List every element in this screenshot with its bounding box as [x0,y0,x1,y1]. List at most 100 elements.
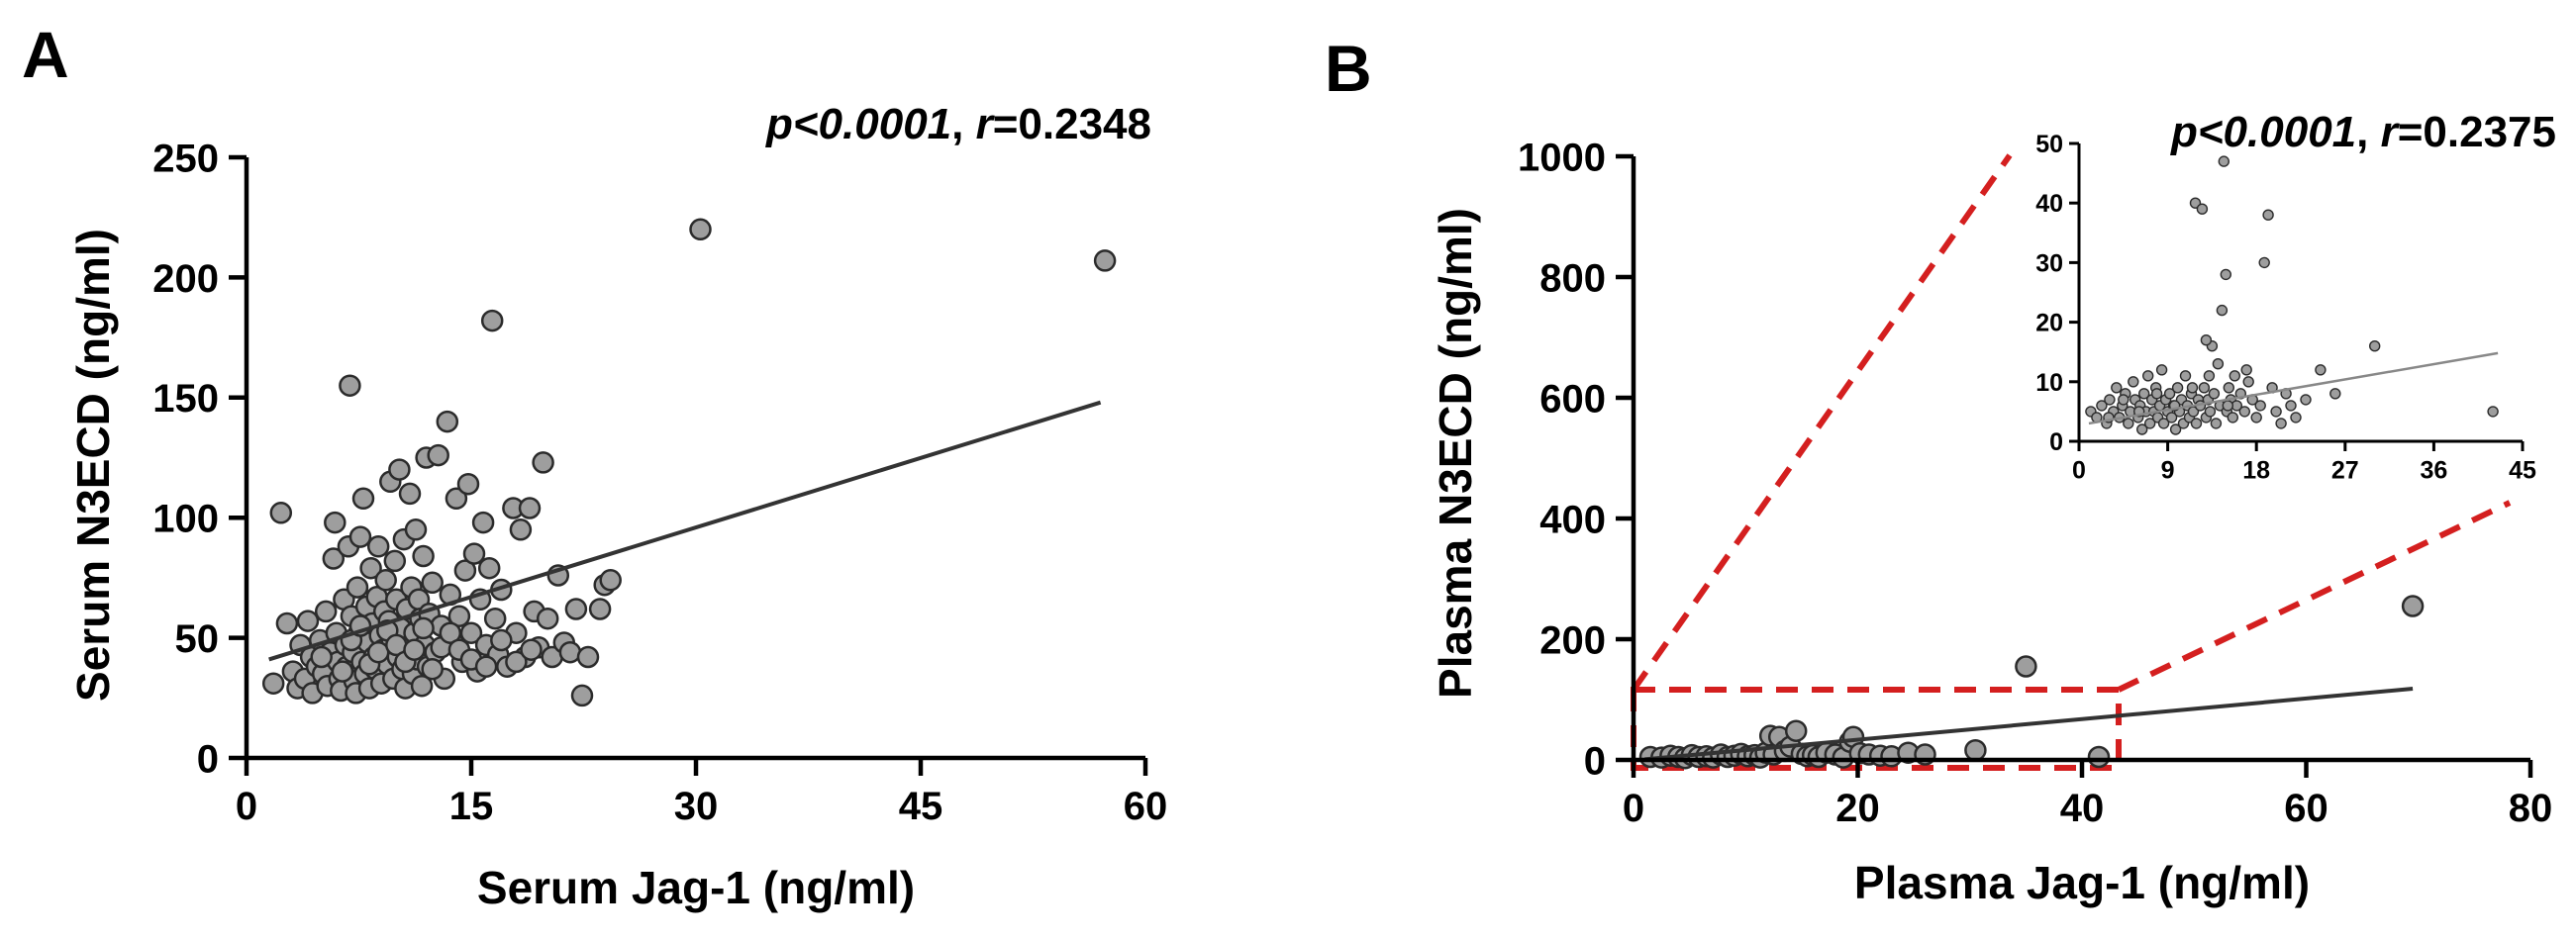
panel-b-y-tick-label: 200 [1539,618,1606,662]
panel-a-point [383,549,407,573]
panel-a-point [483,607,507,630]
panel-a-y-ticks: 0 50 100 150 200 250 [152,137,247,781]
panel-a-stat: p<0.0001, r=0.2348 [765,100,1151,148]
panel-a-point [456,472,480,496]
inset-point [2210,418,2223,429]
inset-point [2242,376,2254,388]
panel-a-p-value: p<0.0001 [765,100,951,148]
inset-point [2155,364,2168,376]
inset-point [2163,388,2176,400]
panel-b-x-tick-label: 20 [1835,787,1880,830]
panel-a-point [436,410,459,433]
inset-y-tick-label: 40 [2035,190,2063,218]
inset-point [2238,406,2251,418]
inset-point [2240,364,2252,376]
panel-b-x-ticks: 0 20 40 60 80 [1623,760,2552,830]
panel-b-letter: B [1325,32,1372,105]
inset-x-tick-label: 9 [2161,456,2175,484]
panel-b-y-tick-label: 0 [1584,739,1606,783]
panel-a-point [348,525,372,548]
inset-point [2143,418,2156,429]
panel-b-points [1638,595,2425,770]
panel-a-point [588,598,612,620]
panel-a-x-tick-label: 0 [236,785,257,828]
panel-a-point [505,650,528,674]
zoom-line-top [1631,153,2013,692]
panel-b-r-label: r [2381,108,2401,156]
inset-x-tick-label: 0 [2072,456,2086,484]
panel-a-x-tick-label: 45 [899,785,943,828]
panel-a-point [324,511,347,534]
inset-point [2150,388,2163,400]
panel-a-letter: A [22,18,69,91]
inset-point [2368,340,2381,352]
inset-point [2198,382,2211,394]
panel-a-point [564,598,588,620]
panel-a-point [339,374,361,397]
panel-b-x-tick-label: 80 [2509,787,2553,830]
panel-a-point [374,569,397,592]
panel-a-x-ticks: 0 15 30 45 60 [236,758,1167,828]
panel-a-y-tick-label: 0 [197,737,219,781]
panel-a-point [536,607,559,630]
panel-a-point [427,443,449,467]
panel-a-y-tick-label: 200 [152,257,219,301]
inset-point [2250,412,2262,423]
panel-b-y-tick-label: 400 [1539,498,1606,541]
inset-point [2171,382,2184,394]
inset-point [2111,382,2123,394]
inset-point [2190,418,2203,429]
panel-a-point [477,556,501,580]
panel-a-point [310,645,333,669]
inset-y-tick-label: 50 [2035,131,2063,158]
inset-point [2186,382,2199,394]
panel-a-x-title: Serum Jag-1 (ng/ml) [477,862,915,913]
panel-a-y-tick-label: 250 [152,137,219,180]
panel-a-trendline [268,400,1102,662]
inset-point [2218,155,2230,167]
inset-point [2203,370,2216,382]
inset-point [2258,256,2270,269]
inset-y-tick-label: 0 [2049,428,2063,456]
inset-point [2212,358,2225,370]
panel-a-point [296,610,320,632]
inset-point [2196,203,2209,215]
inset-point [2275,418,2287,429]
panel-a-point [412,616,435,640]
panel-b-y-title: Plasma N3ECD (ng/ml) [1430,208,1481,699]
panel-b-trendline [1644,687,2414,762]
panel-a-point [346,576,369,599]
panel-a-point [480,309,504,332]
panel-a-y-tick-label: 50 [175,617,220,661]
panel-a-point [403,638,426,661]
panel-a-point [532,451,554,474]
panel-b-x-title: Plasma Jag-1 (ng/ml) [1854,857,2310,908]
inset-point [2223,382,2235,394]
panel-b-p-value: p<0.0001 [2170,108,2356,156]
inset-point [2290,412,2302,423]
panel-a-point [314,600,338,623]
panel-a-x-tick-label: 60 [1124,785,1168,828]
inset-point [2141,370,2154,382]
inset-point [2285,400,2297,412]
panel-a-point [445,487,468,511]
panel-b-point [1784,719,1808,742]
inset-point [2200,334,2213,346]
panel-b-point [2401,595,2425,617]
panel-a-point [421,571,444,595]
panel-b-x-tick-label: 0 [1623,787,1644,830]
panel-b-point [1964,738,1987,762]
inset-x-tick-label: 18 [2242,456,2270,484]
panel-a-points [261,218,1117,707]
panel-a-point [388,458,411,481]
inset-y-tick-label: 10 [2035,369,2063,397]
panel-a-point [576,645,600,669]
panel-a-point [275,612,299,635]
panel-a-r-label: r [976,100,996,148]
inset-point [2227,412,2239,423]
panel-a-point [474,655,498,678]
inset-point [2169,423,2182,435]
panel-a-point [398,482,422,506]
